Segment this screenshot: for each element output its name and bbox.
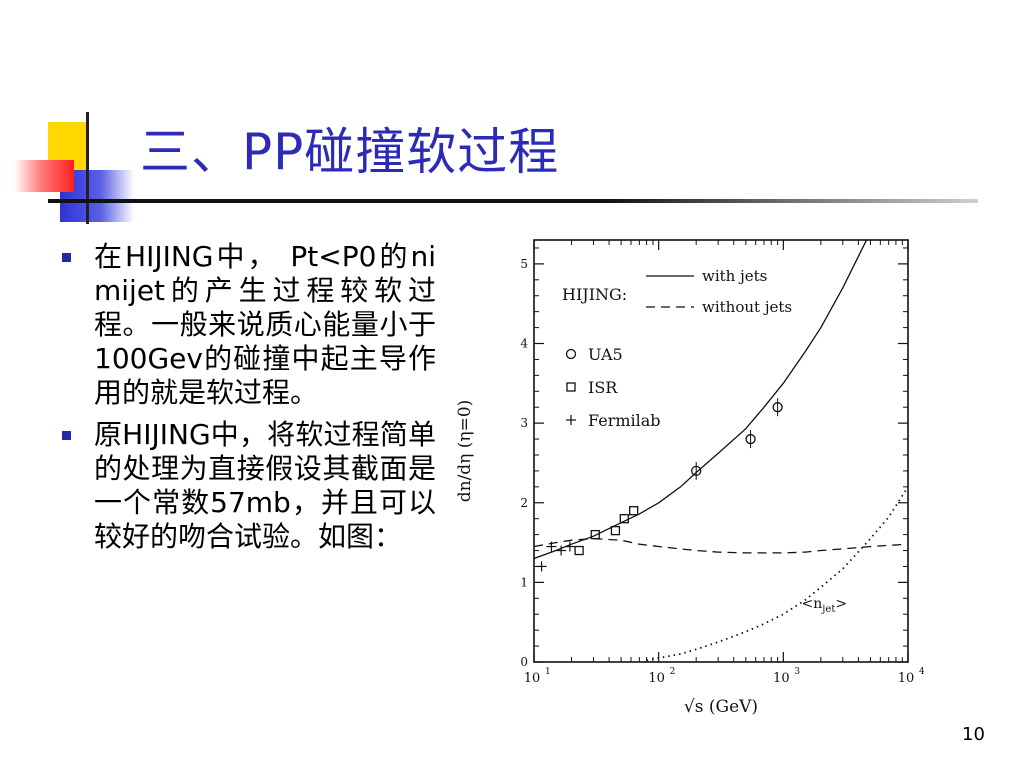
ua5-data-point	[691, 465, 702, 477]
x-tick-exponent: 4	[919, 667, 925, 677]
x-tick-exponent: 3	[794, 667, 800, 677]
nj-annotation: <njet>	[802, 596, 848, 615]
square-bullet-icon	[62, 431, 71, 440]
x-tick-label: 10	[898, 671, 915, 686]
chart-svg: 10 1 10 2 10 3 10 4 0 1 2 3 4 5 √s (GeV) dn/dη (η=0) HIJ…	[455, 239, 925, 717]
y-tick-label: 5	[520, 257, 528, 271]
x-axis-label: √s (GeV)	[684, 697, 758, 717]
nj-annotation-main: <n	[802, 596, 823, 612]
plot-frame	[533, 239, 909, 663]
slide-title: 三、PP碰撞软过程	[140, 123, 560, 181]
nj-annotation-end: >	[835, 596, 847, 612]
legend-label: UA5	[588, 345, 623, 364]
x-tick-label: 10	[524, 671, 541, 686]
legend-label: Fermilab	[588, 411, 661, 430]
title-decoration-vertical-line	[86, 112, 89, 224]
chart-figure: 10 1 10 2 10 3 10 4 0 1 2 3 4 5 √s (GeV) dn/dη (η=0) HIJ…	[438, 228, 930, 718]
x-tick-exponent: 1	[545, 667, 551, 677]
title-decoration-red-block	[14, 160, 74, 192]
y-tick-label: 4	[520, 337, 528, 351]
isr-data-point	[629, 506, 639, 516]
page-number: 10	[962, 724, 985, 745]
legend-label: ISR	[588, 378, 618, 397]
bullet-item: 在HIJING中， Pt<P0的nimijet的产生过程较软过程。一般来说质心能…	[56, 240, 436, 410]
y-axis-label: dn/dη (η=0)	[455, 400, 475, 503]
legend-label: with jets	[702, 267, 767, 285]
y-tick-label: 1	[520, 575, 528, 589]
title-underline	[48, 199, 978, 203]
bullet-item: 原HIJING中，将软过程简单的处理为直接假设其截面是一个常数57mb，并且可以…	[56, 418, 436, 554]
ua5-data-point	[772, 402, 783, 413]
bullet-text: 在HIJING中， Pt<P0的nimijet的产生过程较软过程。一般来说质心能…	[94, 240, 436, 409]
bullet-text: 原HIJING中，将软过程简单的处理为直接假设其截面是一个常数57mb，并且可以…	[94, 418, 436, 553]
legend-marker-square	[566, 382, 576, 392]
nj-annotation-sub: jet	[821, 604, 835, 615]
isr-data-point	[574, 545, 584, 556]
isr-data-point	[610, 525, 621, 536]
y-tick-label: 0	[520, 655, 528, 669]
series-line-dashed	[534, 537, 908, 554]
ua5-data-point	[745, 433, 756, 445]
isr-data-point	[590, 529, 600, 540]
series-line-dotted	[646, 486, 908, 662]
legend-marker-circle	[565, 348, 577, 360]
x-tick-exponent: 2	[670, 667, 676, 677]
y-tick-label: 3	[520, 416, 528, 430]
x-tick-label: 10	[648, 671, 665, 686]
legend-label: without jets	[702, 298, 792, 316]
y-tick-label: 2	[520, 496, 528, 510]
bullet-list: 在HIJING中， Pt<P0的nimijet的产生过程较软过程。一般来说质心能…	[56, 240, 436, 562]
legend-title: HIJING:	[562, 285, 627, 304]
x-tick-label: 10	[773, 671, 790, 686]
square-bullet-icon	[62, 253, 71, 262]
isr-data-point	[619, 514, 629, 524]
